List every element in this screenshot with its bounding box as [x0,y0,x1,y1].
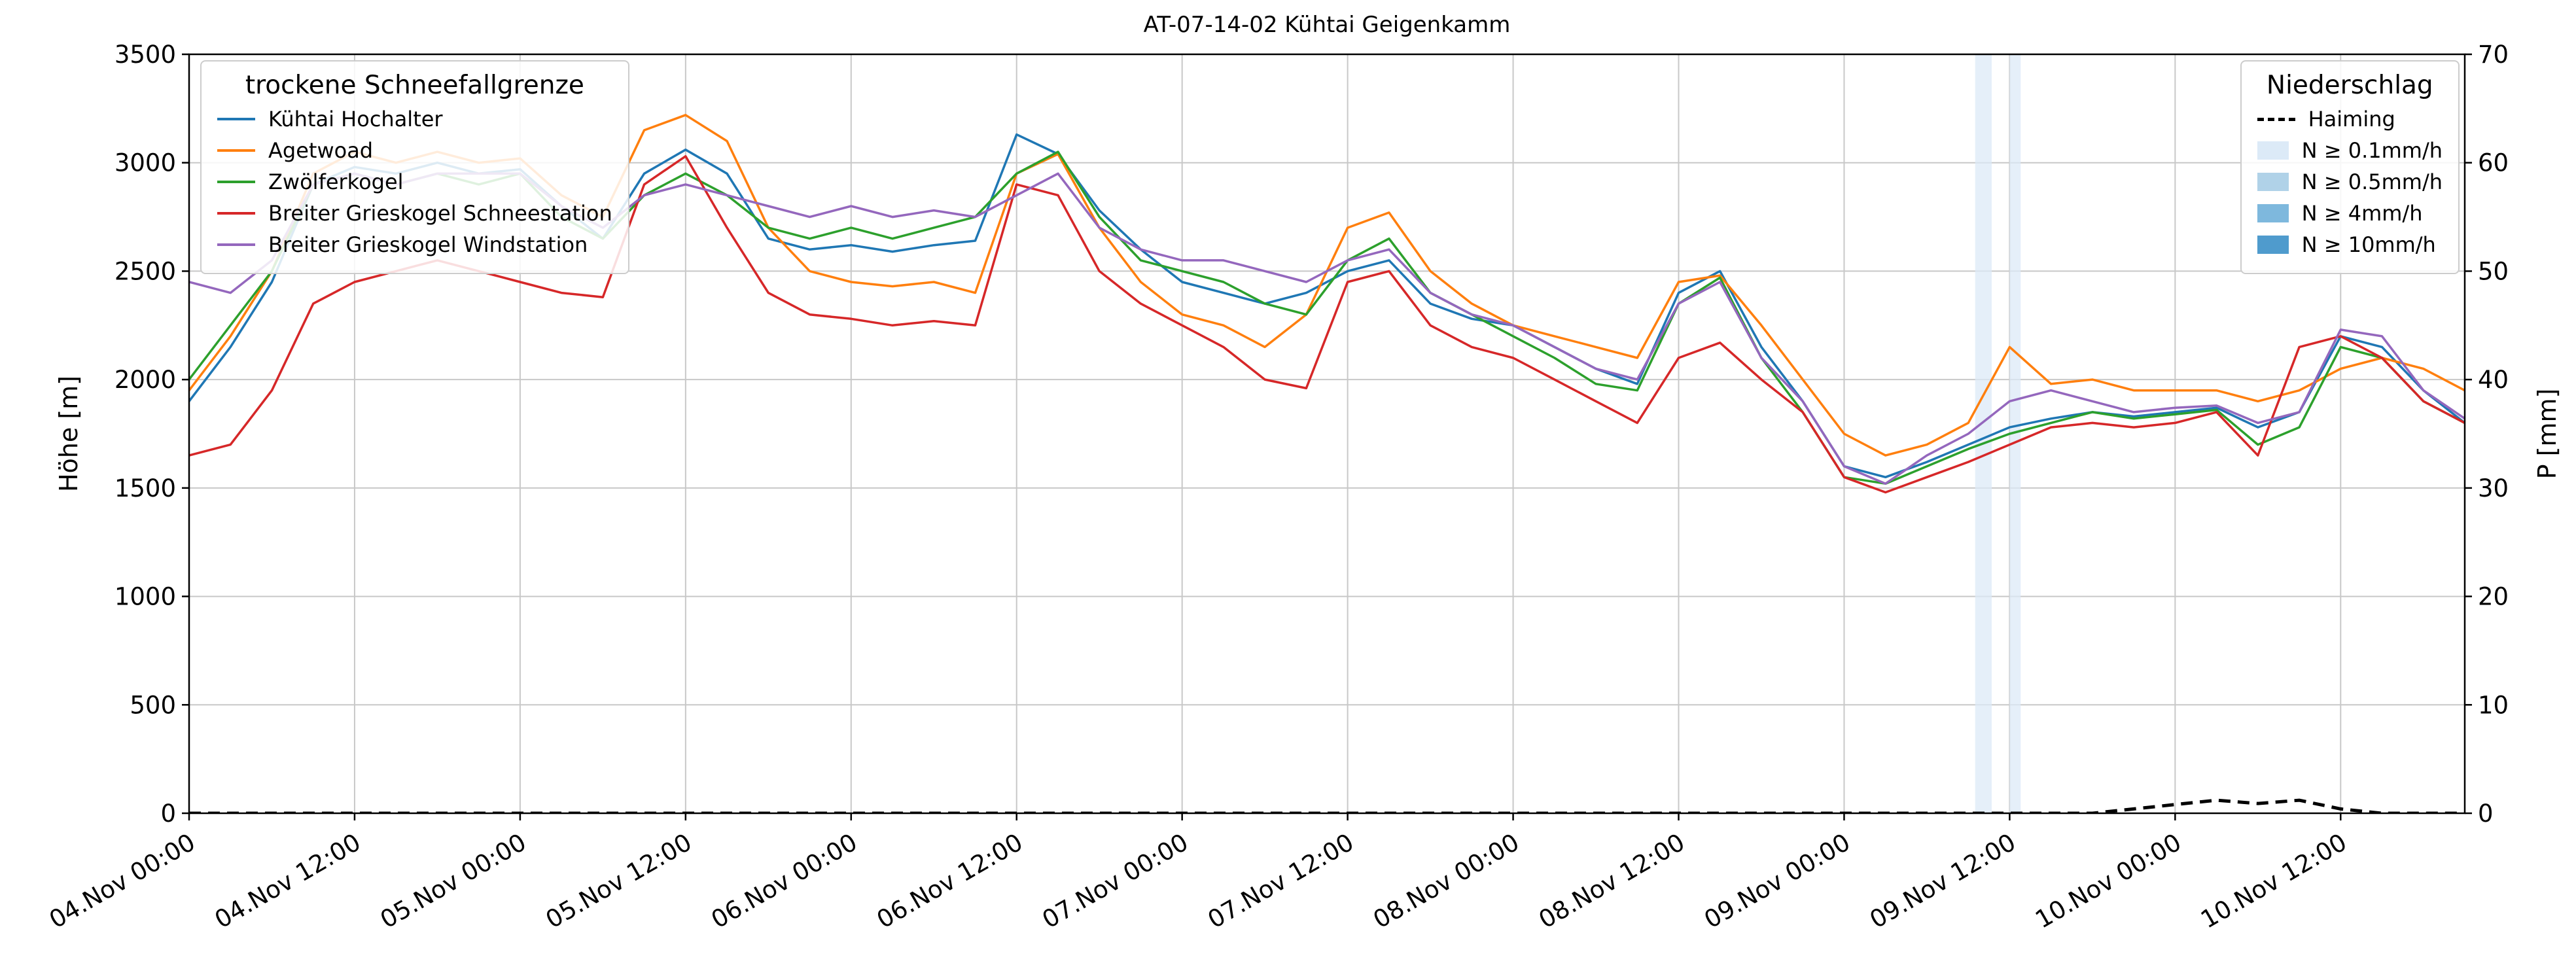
x-tick-label: 10.Nov 12:00 [2196,828,2352,934]
x-tick-label: 08.Nov 00:00 [1369,828,1525,934]
legend-band-swatch [2257,141,2289,160]
x-tick-label: 05.Nov 00:00 [376,828,531,934]
x-tick-labels: 04.Nov 00:00 04.Nov 12:00 05.Nov 00:00 05.N… [44,828,2352,934]
legend-entry-label: Agetwoad [268,138,374,163]
y-tick-label-right: 10 [2478,691,2509,719]
precip-line-haiming [189,798,2465,813]
y-tick-labels-left: 0 500 1000 1500 2000 2500 3000 3500 [115,41,176,828]
precip-band [2009,54,2021,813]
chart-title: AT-07-14-02 Kühtai Geigenkamm [1143,12,1511,38]
legend-dashed-line-swatch [2257,117,2295,121]
legend-entry-n-0-5mm-h: N ≥ 0.5mm/h [2257,169,2443,194]
legend-entry-n-10mm-h: N ≥ 10mm/h [2257,232,2443,257]
x-tick-label: 07.Nov 12:00 [1203,828,1359,934]
y-tick-label-right: 70 [2478,41,2509,69]
axis-ticks [182,53,2472,820]
legend-snowline-title: trockene Schneefallgrenze [245,71,584,100]
x-tick-label: 04.Nov 12:00 [210,828,366,934]
y-tick-label-right: 50 [2478,257,2509,285]
legend-line-swatch [217,212,255,215]
x-tick-label: 10.Nov 00:00 [2030,828,2186,934]
legend-entry-agetwoad: Agetwoad [217,138,612,163]
legend-entry-n-0-1mm-h: N ≥ 0.1mm/h [2257,138,2443,163]
x-tick-label: 07.Nov 00:00 [1038,828,1193,934]
legend-entry-label: N ≥ 0.5mm/h [2301,169,2443,194]
legend-band-swatch [2257,236,2289,254]
legend-entry-label: Zwölferkogel [268,169,404,194]
y-tick-label-left: 1500 [115,474,176,502]
x-tick-label: 06.Nov 12:00 [872,828,1028,934]
precip-bands [1975,54,2021,813]
y-axis-label-left: Höhe [m] [54,375,83,493]
legend-entry-label: N ≥ 0.1mm/h [2301,138,2443,163]
legend-line-swatch [217,118,255,120]
series-line-breiter-grieskogel-schneestation [189,155,2465,494]
y-tick-label-left: 0 [160,800,176,828]
legend-snowline: trockene Schneefallgrenze Kühtai Hochalt… [200,60,629,274]
y-tick-labels-right: 0 10 20 30 40 50 60 70 [2478,41,2509,828]
legend-precip-title: Niederschlag [2266,71,2433,100]
legend-entry-label: Haiming [2308,107,2395,132]
y-tick-label-right: 60 [2478,149,2509,177]
x-tick-label: 05.Nov 12:00 [541,828,697,934]
y-tick-label-left: 500 [130,691,176,719]
legend-band-swatch [2257,204,2289,222]
y-tick-label-right: 0 [2478,800,2494,828]
legend-entry-breiter-grieskogel-windstation: Breiter Grieskogel Windstation [217,232,612,257]
y-tick-label-left: 2000 [115,366,176,394]
legend-entry-n-4mm-h: N ≥ 4mm/h [2257,201,2443,226]
legend-entry-label: N ≥ 4mm/h [2301,201,2423,226]
y-tick-label-left: 3000 [115,149,176,177]
x-tick-label: 04.Nov 00:00 [44,828,200,934]
legend-precip-entries: Haiming N ≥ 0.1mm/h N ≥ 0.5mm/h N ≥ 4mm/h N … [2257,107,2443,257]
y-tick-label-left: 2500 [115,257,176,285]
x-tick-label: 09.Nov 00:00 [1699,828,1855,934]
legend-line-swatch [217,149,255,152]
legend-entry-label: Breiter Grieskogel Windstation [268,232,588,257]
x-tick-label: 06.Nov 00:00 [707,828,862,934]
legend-line-swatch [217,181,255,183]
y-tick-label-left: 3500 [115,41,176,69]
y-axis-label-right: P [mm] [2533,388,2562,480]
y-tick-label-right: 30 [2478,474,2509,502]
legend-entry-breiter-grieskogel-schneestation: Breiter Grieskogel Schneestation [217,201,612,226]
legend-precip: Niederschlag Haiming N ≥ 0.1mm/h N ≥ 0.5mm… [2240,60,2460,274]
legend-entry-k-htai-hochalter: Kühtai Hochalter [217,107,612,132]
legend-entry-haiming: Haiming [2257,107,2443,132]
legend-entry-label: Breiter Grieskogel Schneestation [268,201,612,226]
legend-entry-zw-lferkogel: Zwölferkogel [217,169,612,194]
y-tick-label-left: 1000 [115,583,176,611]
legend-line-swatch [217,243,255,246]
x-tick-label: 09.Nov 12:00 [1865,828,2020,934]
precip-band [1975,54,1992,813]
legend-entry-label: N ≥ 10mm/h [2301,232,2436,257]
plot-frame [188,53,2466,815]
x-tick-label: 08.Nov 12:00 [1534,828,1689,934]
legend-snowline-entries: Kühtai Hochalter Agetwoad Zwölferkogel Brei… [217,107,612,257]
y-tick-label-right: 40 [2478,366,2509,394]
legend-entry-label: Kühtai Hochalter [268,107,443,132]
legend-band-swatch [2257,173,2289,191]
y-tick-label-right: 20 [2478,583,2509,611]
